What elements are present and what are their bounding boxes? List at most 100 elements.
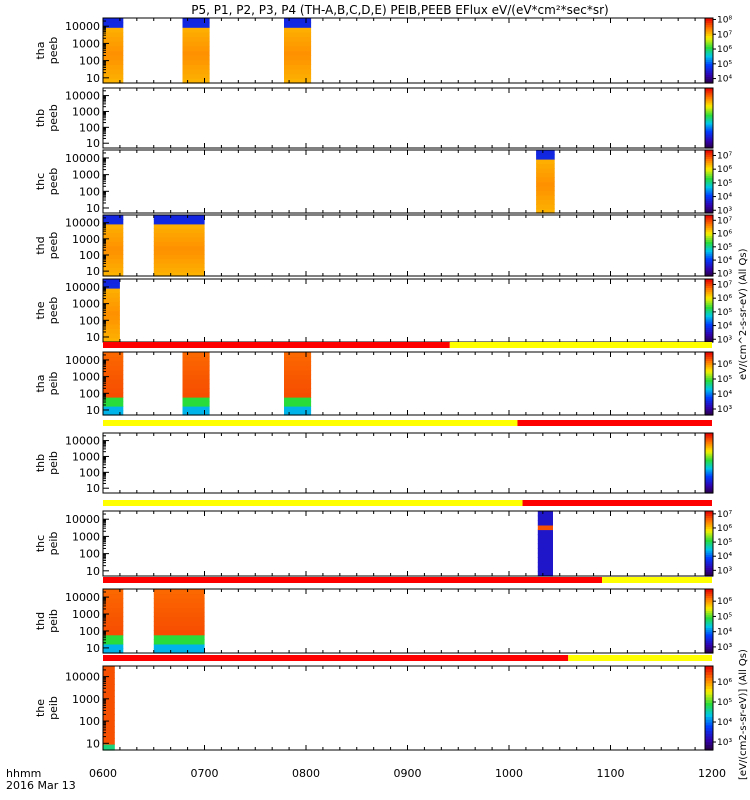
colorbar-cell: [705, 623, 713, 626]
colorbar-cell: [705, 511, 713, 514]
panel-frame: [102, 510, 713, 577]
mode-bar: [103, 500, 712, 506]
colorbar-cell: [705, 387, 713, 391]
spectrogram-cell: [103, 639, 124, 645]
spectrogram-cell: [103, 388, 124, 394]
spectrogram-cell: [103, 319, 120, 325]
colorbar-cell: [705, 196, 713, 199]
panel-frame: [102, 665, 713, 751]
colorbar-cell: [705, 447, 713, 450]
colorbar-tick-label: 10⁶: [717, 165, 732, 175]
colorbar-cell: [705, 694, 713, 698]
spectrogram-cell: [537, 562, 553, 568]
spectrogram-cell: [284, 59, 312, 65]
x-tick-label: 1200: [698, 767, 726, 780]
mode-bar-segment: [568, 655, 712, 661]
colorbar-cell: [705, 61, 713, 65]
spectrogram-cell: [536, 195, 555, 201]
spectrogram-cell: [103, 271, 124, 277]
colorbar-cell: [705, 194, 713, 197]
colorbar-cell: [705, 554, 713, 558]
spectrogram-cell: [284, 397, 312, 403]
colorbar-cell: [705, 217, 713, 220]
colorbar-cell: [705, 696, 713, 701]
colorbar-cell: [705, 719, 713, 723]
panel-ylabel: peeb: [47, 297, 60, 325]
colorbar-cell: [705, 477, 713, 480]
panel-ylabel: peib: [47, 696, 60, 720]
colorbar-cell: [705, 379, 713, 382]
colorbar-cell: [705, 300, 713, 303]
y-tick-label: 10000: [65, 217, 100, 230]
spectrogram-cell: [103, 337, 120, 343]
colorbar-cell: [705, 281, 713, 284]
colorbar-cell: [705, 223, 713, 226]
colorbar-cell: [705, 243, 713, 247]
colorbar-cell: [705, 206, 713, 210]
spectrogram-cell: [153, 630, 205, 636]
spectrogram-cell: [103, 374, 124, 380]
colorbar-cell: [705, 265, 713, 269]
colorbar-cell: [705, 20, 713, 23]
colorbar-cell: [705, 682, 713, 687]
spectrogram-cell: [103, 397, 124, 403]
colorbar-frame: [704, 510, 714, 577]
colorbar-tick-label: 10⁴: [717, 322, 732, 332]
colorbar-cell: [705, 108, 713, 111]
y-tick-label: 10000: [65, 20, 100, 33]
colorbar-cell: [705, 362, 713, 366]
colorbar-cell: [705, 259, 713, 263]
spectrogram-cell: [103, 241, 124, 247]
spectrogram-cell: [153, 598, 205, 604]
spectrogram-cell: [103, 64, 124, 70]
figure-title: P5, P1, P2, P3, P4 (TH-A,B,C,D,E) PEIB,P…: [191, 3, 608, 17]
spectrogram-cell: [537, 534, 553, 540]
colorbar-cell: [705, 287, 713, 291]
spectrogram-cell: [103, 593, 124, 599]
colorbar-cell: [705, 33, 713, 36]
panel-ylabel: peeb: [47, 232, 60, 260]
spectrogram-cell: [153, 271, 205, 277]
spectrogram-burst: [103, 352, 124, 416]
colorbar-cell: [705, 443, 713, 446]
spectrogram-cell: [103, 602, 124, 608]
colorbar-cell: [705, 267, 713, 271]
spectrogram-cell: [537, 566, 553, 572]
spectrogram-cell: [103, 738, 115, 745]
spectrogram-cell: [284, 406, 312, 412]
colorbar-frame: [704, 214, 714, 277]
colorbar-cell: [705, 104, 713, 107]
spectrogram-cell: [536, 204, 555, 210]
colorbar-cell: [705, 635, 713, 639]
y-tick-label: 100: [79, 548, 100, 561]
panel-ylabel: thd: [34, 236, 47, 254]
colorbar-cell: [705, 65, 713, 69]
y-tick-label: 1000: [72, 233, 100, 246]
colorbar-cell: [705, 50, 713, 54]
colorbar-cell: [705, 293, 713, 297]
spectrogram-burst: [103, 589, 124, 654]
time-axis-label-date: 2016 Mar 13: [6, 779, 76, 792]
y-tick-label: 1000: [72, 450, 100, 463]
colorbar-tick-label: 10⁵: [717, 612, 732, 622]
spectrogram-cell: [103, 258, 124, 264]
spectrogram-cell: [153, 215, 205, 220]
colorbar-tick-label: 10⁴: [717, 256, 732, 266]
panel-ylabel: thb: [34, 454, 47, 472]
y-tick-label: 100: [79, 625, 100, 638]
spectrogram-cell: [153, 616, 205, 622]
colorbar-cell: [705, 67, 713, 71]
spectrogram-cell: [182, 406, 210, 412]
spectrogram-cell: [103, 288, 120, 294]
spectrogram-cell: [182, 388, 210, 394]
colorbar-cell: [705, 289, 713, 293]
colorbar-cell: [705, 396, 713, 399]
colorbar-cell: [705, 483, 713, 486]
panel-ylabel: tha: [34, 374, 47, 392]
spectrogram-cell: [284, 401, 312, 407]
colorbar-cell: [705, 255, 713, 259]
colorbar-cell: [705, 96, 713, 99]
colorbar-cell: [705, 463, 713, 466]
spectrogram-cell: [103, 324, 120, 330]
y-tick-label: 10: [86, 331, 100, 344]
